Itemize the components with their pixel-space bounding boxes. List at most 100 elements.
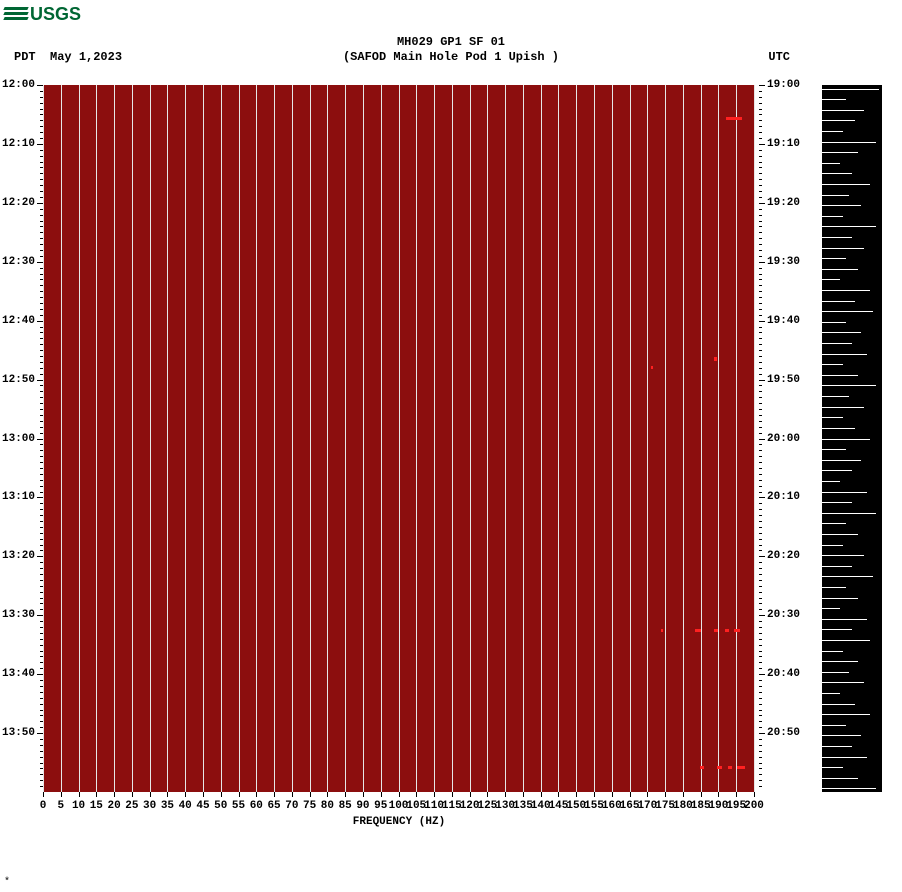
right-minor-tick	[759, 391, 762, 392]
left-minor-tick	[40, 539, 43, 540]
waveform-line	[822, 725, 846, 726]
left-minor-tick	[40, 173, 43, 174]
x-tick	[345, 792, 346, 797]
right-minor-tick	[759, 332, 762, 333]
left-minor-tick	[40, 668, 43, 669]
right-minor-tick	[759, 356, 762, 357]
right-tick	[759, 144, 765, 145]
gridline	[221, 85, 222, 792]
x-tick-label: 60	[250, 800, 263, 812]
right-minor-tick	[759, 704, 762, 705]
waveform-line	[822, 492, 867, 493]
waveform-line	[822, 364, 843, 365]
right-minor-tick	[759, 786, 762, 787]
waveform-line	[822, 566, 852, 567]
left-minor-tick	[40, 374, 43, 375]
right-minor-tick	[759, 727, 762, 728]
x-tick-label: 65	[267, 800, 280, 812]
left-minor-tick	[40, 533, 43, 534]
gridline	[185, 85, 186, 792]
waveform-line	[822, 460, 861, 461]
x-tick	[487, 792, 488, 797]
left-tick-label: 13:20	[2, 550, 35, 562]
left-tick	[37, 380, 43, 381]
x-tick-label: 0	[40, 800, 47, 812]
left-minor-tick	[40, 745, 43, 746]
left-tick-label: 12:00	[2, 79, 35, 91]
x-tick	[43, 792, 44, 797]
right-minor-tick	[759, 297, 762, 298]
waveform-line	[822, 279, 840, 280]
waveform-line	[822, 332, 861, 333]
gridline	[61, 85, 62, 792]
right-minor-tick	[759, 721, 762, 722]
left-tick-label: 13:30	[2, 609, 35, 621]
x-tick	[505, 792, 506, 797]
right-minor-tick	[759, 515, 762, 516]
left-minor-tick	[40, 721, 43, 722]
right-minor-tick	[759, 539, 762, 540]
gridline	[274, 85, 275, 792]
waveform-line	[822, 746, 852, 747]
x-tick-label: 85	[339, 800, 352, 812]
waveform-line	[822, 640, 870, 641]
left-tick	[37, 674, 43, 675]
left-minor-tick	[40, 609, 43, 610]
gridline	[434, 85, 435, 792]
right-minor-tick	[759, 468, 762, 469]
left-minor-tick	[40, 574, 43, 575]
gridline	[167, 85, 168, 792]
left-minor-tick	[40, 421, 43, 422]
left-minor-tick	[40, 332, 43, 333]
x-tick-label: 35	[161, 800, 174, 812]
right-tick-label: 19:10	[767, 138, 800, 150]
left-minor-tick	[40, 385, 43, 386]
x-tick-label: 15	[90, 800, 103, 812]
right-minor-tick	[759, 715, 762, 716]
signal-speck	[661, 629, 663, 632]
left-minor-tick	[40, 515, 43, 516]
gridline	[576, 85, 577, 792]
left-minor-tick	[40, 686, 43, 687]
left-minor-tick	[40, 492, 43, 493]
x-tick	[150, 792, 151, 797]
right-minor-tick	[759, 309, 762, 310]
signal-speck	[726, 117, 742, 120]
right-minor-tick	[759, 757, 762, 758]
left-minor-tick	[40, 368, 43, 369]
gridline	[736, 85, 737, 792]
right-minor-tick	[759, 568, 762, 569]
left-minor-tick	[40, 279, 43, 280]
x-axis-title: FREQUENCY (HZ)	[43, 816, 755, 828]
signal-speck	[700, 766, 704, 769]
left-minor-tick	[40, 768, 43, 769]
right-minor-tick	[759, 215, 762, 216]
left-minor-tick	[40, 362, 43, 363]
usgs-logo: USGS	[6, 4, 81, 25]
x-tick	[683, 792, 684, 797]
waveform-line	[822, 682, 864, 683]
waveform-line	[822, 693, 840, 694]
x-tick	[96, 792, 97, 797]
signal-speck	[717, 766, 722, 769]
left-minor-tick	[40, 138, 43, 139]
right-minor-tick	[759, 774, 762, 775]
right-minor-tick	[759, 521, 762, 522]
waveform-line	[822, 120, 855, 121]
left-minor-tick	[40, 680, 43, 681]
waveform-line	[822, 788, 876, 789]
left-axis: 12:0012:1012:2012:3012:4012:5013:0013:10…	[0, 85, 43, 792]
left-minor-tick	[40, 627, 43, 628]
left-tz: PDT	[14, 50, 36, 64]
x-tick	[185, 792, 186, 797]
x-tick-label: 55	[232, 800, 245, 812]
right-tick	[759, 733, 765, 734]
right-minor-tick	[759, 221, 762, 222]
left-minor-tick	[40, 656, 43, 657]
x-tick	[647, 792, 648, 797]
left-minor-tick	[40, 285, 43, 286]
right-minor-tick	[759, 456, 762, 457]
left-minor-tick	[40, 185, 43, 186]
left-minor-tick	[40, 474, 43, 475]
left-minor-tick	[40, 727, 43, 728]
